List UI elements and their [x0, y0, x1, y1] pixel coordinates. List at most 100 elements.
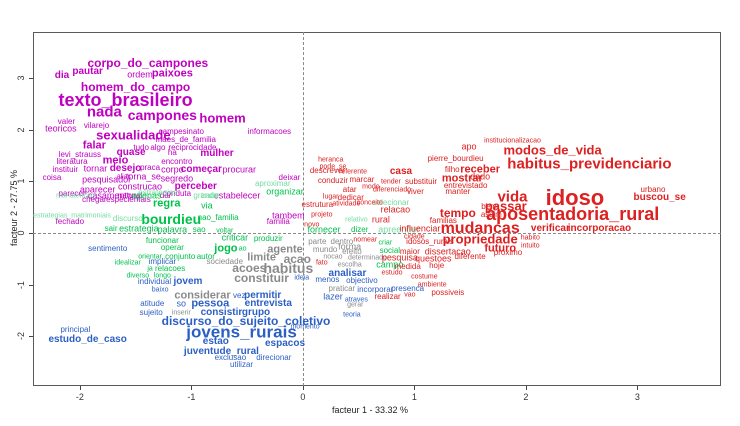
word-label: conceito [356, 199, 383, 207]
y-tick-mark [29, 233, 33, 235]
word-label: menos [315, 275, 340, 285]
word-label: criticar [221, 232, 249, 243]
word-label: fornecer [307, 224, 341, 235]
word-label: tornar [83, 163, 108, 174]
word-label: efeito [342, 247, 362, 257]
word-label: conjunto [165, 251, 196, 261]
word-label: meio [102, 154, 129, 167]
word-label: pesquisa [381, 252, 418, 263]
word-label: campo [376, 259, 404, 270]
word-label: grande [193, 190, 219, 200]
word-label: analisar [328, 267, 367, 279]
word-label: sentimento [88, 244, 128, 254]
x-tick-mark [79, 386, 81, 390]
word-label: operar [160, 243, 184, 253]
word-label: algo [150, 143, 166, 153]
y-axis-title: facteur 2 - 27.75 % [9, 169, 19, 247]
word-label: ja [147, 265, 153, 273]
word-label: incorporacao [567, 222, 632, 234]
word-label: sociedade [206, 256, 244, 266]
word-label: orientar [138, 253, 162, 261]
y-tick-label: 3 [16, 75, 26, 81]
word-label: marcar [349, 174, 375, 184]
word-label: parecer [58, 189, 86, 199]
word-label: proximo [493, 248, 523, 258]
word-label: tambem [272, 210, 305, 221]
word-label: sao [192, 224, 206, 234]
word-label: mais [133, 194, 151, 204]
word-label: homem [199, 110, 246, 126]
word-label: acao [283, 251, 311, 266]
word-label: idealizar [114, 259, 141, 267]
word-label: determinado [348, 254, 387, 262]
word-label: heranca [318, 156, 344, 164]
word-label: maes_de_familia [155, 135, 216, 144]
word-label: levi_strauss [58, 149, 101, 159]
word-label: individual [137, 277, 172, 287]
x-tick-label: 2 [523, 392, 529, 402]
word-label: estudo_de_caso [48, 334, 127, 345]
word-label: pessoa [191, 297, 230, 310]
word-label: valer [57, 116, 76, 126]
y-tick-mark [29, 336, 33, 338]
word-label: organizar [266, 186, 304, 197]
word-label: escolha [337, 261, 362, 269]
word-label: atar [342, 185, 357, 195]
word-label: estrutura [301, 200, 334, 210]
word-label: segredo [160, 173, 194, 184]
y-tick-mark [29, 129, 33, 131]
word-label: vilarejo [83, 121, 110, 131]
word-label: pierre_bourdieu [427, 154, 484, 164]
word-label: familia [266, 217, 290, 227]
word-label: lazer [323, 291, 343, 302]
word-label: ha [167, 147, 177, 157]
word-label: casa [389, 166, 413, 178]
word-label: vida [497, 188, 528, 206]
word-label: sujeito [139, 308, 163, 318]
word-label: pesquisador [82, 174, 132, 185]
word-label: dedicar [337, 192, 364, 202]
word-label: paixoes [151, 67, 193, 80]
word-label: aliar [116, 173, 130, 181]
plot-area [33, 32, 721, 386]
word-label: mudancas [440, 219, 520, 237]
word-label: longo [153, 272, 171, 280]
x-tick-label: -2 [75, 392, 84, 402]
word-label: atitude [140, 298, 165, 308]
word-label: idosos_rurais [406, 236, 454, 246]
word-label: texto_brasileiro [58, 90, 193, 111]
word-label: referente [339, 168, 368, 176]
word-label: cidade [404, 233, 425, 241]
word-label: nomear [353, 236, 378, 244]
word-label: gerar [347, 301, 364, 309]
word-label: vao [404, 291, 416, 299]
word-label: campones [127, 107, 197, 124]
word-label: influenciar [399, 223, 441, 234]
word-label: entrevista [244, 297, 292, 309]
word-label: tempo [439, 205, 476, 220]
word-label: relacao [380, 204, 411, 215]
word-label: maior [399, 247, 420, 257]
word-label: discurso [112, 214, 143, 224]
word-label: apo [461, 141, 477, 152]
word-label: sexualidade [96, 127, 171, 143]
word-label: costume [411, 273, 438, 281]
x-tick-label: -1 [187, 392, 196, 402]
word-label: torna_se [125, 171, 161, 182]
word-label: baixo [151, 286, 169, 294]
word-label: parte [308, 236, 327, 246]
word-label: dentro [330, 236, 354, 246]
x-tick-mark [414, 386, 416, 390]
word-label: limite [247, 251, 276, 264]
x-tick-mark [302, 386, 304, 390]
x-tick-mark [637, 386, 639, 390]
word-label: ao [238, 245, 247, 253]
word-label: permitir [244, 290, 282, 302]
word-label: instituir [52, 164, 78, 174]
word-label: urbano [640, 185, 666, 195]
word-label: manutencao [56, 192, 95, 200]
word-label: ideia [294, 274, 310, 282]
word-label: modo [362, 183, 380, 191]
word-label: diferenciado [372, 186, 412, 194]
word-label: palavra [157, 224, 188, 235]
